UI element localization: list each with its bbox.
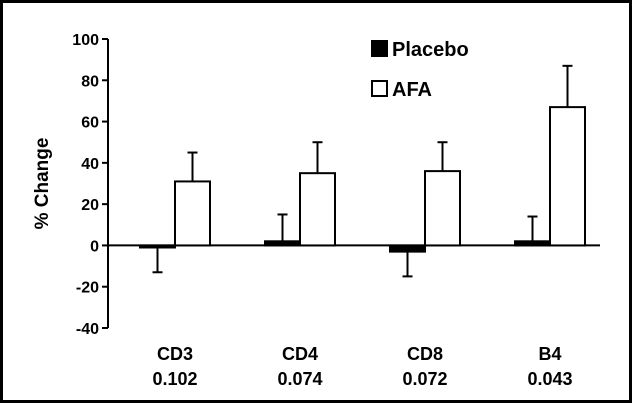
y-tick-label: 100	[72, 32, 99, 49]
bar-afa-cd3	[174, 180, 211, 247]
bar-afa-cd8	[424, 170, 461, 247]
category-sublabel-cd8: 0.072	[402, 369, 447, 389]
y-tick-label: -40	[76, 321, 99, 338]
bar-placebo-b4	[514, 240, 551, 247]
category-sublabel-cd3: 0.102	[152, 369, 197, 389]
y-tick-label: 40	[81, 156, 99, 173]
category-label-cd8: CD8	[407, 344, 443, 364]
category-label-cd3: CD3	[157, 344, 193, 364]
category-label-cd4: CD4	[282, 344, 318, 364]
bars	[139, 64, 586, 278]
bar-placebo-cd4	[264, 240, 301, 247]
bar-afa-b4	[549, 106, 586, 247]
y-axis-label: % Change	[32, 138, 53, 230]
y-tick-label: 0	[90, 238, 99, 255]
category-label-b4: B4	[538, 344, 561, 364]
legend-swatch-placebo	[371, 40, 388, 57]
y-tick-label: 20	[81, 197, 99, 214]
labels: CD3 0.102 CD4 0.074 CD8 0.072 B4 0.043	[152, 344, 572, 389]
legend-swatch-afa	[371, 80, 388, 97]
category-sublabel-b4: 0.043	[527, 369, 572, 389]
legend-label-placebo: Placebo	[392, 39, 469, 61]
y-tick-label: -20	[76, 280, 99, 297]
category-sublabel-cd4: 0.074	[277, 369, 322, 389]
bar-afa-cd4	[299, 172, 336, 247]
bar-placebo-cd3	[139, 244, 176, 249]
bar-placebo-cd8	[389, 244, 426, 253]
y-tick-label: 80	[81, 73, 99, 90]
legend: Placebo AFA	[371, 39, 469, 101]
legend-label-afa: AFA	[392, 79, 432, 101]
y-tick-label: 60	[81, 115, 99, 132]
